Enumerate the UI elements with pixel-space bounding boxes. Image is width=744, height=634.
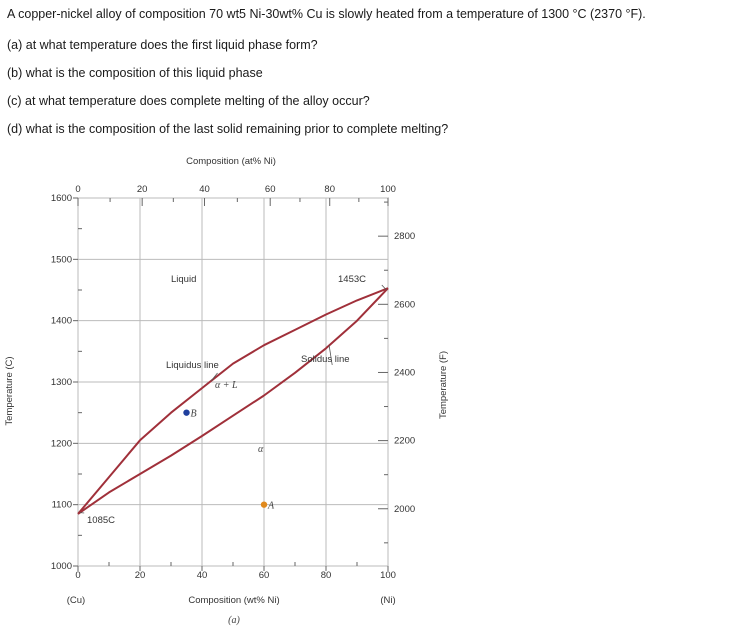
y-axis-title-left: Temperature (C)	[4, 356, 15, 425]
top-tick-label: 40	[199, 184, 210, 195]
liquidus-curve	[77, 287, 389, 515]
top-tick-label: 100	[380, 184, 396, 195]
tick-layer: 0 20 40 60 80 1001000110012001300140015001600…	[51, 184, 415, 581]
y-tick-label: 1100	[52, 500, 72, 511]
top-tick-label: 60	[265, 184, 276, 195]
cu-melting-point-label: 1085C	[87, 515, 115, 526]
top-tick-label: 20	[137, 184, 148, 195]
question-d: (d) what is the composition of the last …	[7, 122, 449, 136]
ni-melting-point-label: 1453C	[338, 274, 366, 285]
y-tick-label: 1200	[51, 438, 72, 449]
solidus-curve	[77, 287, 389, 515]
x-right-end-label: (Ni)	[380, 595, 395, 606]
alpha-region-label: α	[258, 444, 264, 455]
point-layer: BA	[183, 409, 275, 512]
right-tick-label: 2200	[394, 436, 415, 447]
y-tick-label: 1400	[51, 316, 72, 327]
label-layer: Composition (at% Ni) Composition (wt% Ni…	[4, 156, 449, 626]
point-a-marker	[260, 501, 268, 508]
right-tick-label: 2600	[394, 299, 415, 310]
solidus-line-label: Solidus line	[301, 354, 350, 365]
region-label-liquid: Liquid	[171, 274, 196, 285]
liquidus-line-label: Liquidus line	[166, 360, 219, 371]
x-tick-label: 20	[135, 570, 146, 581]
x-tick-label: 80	[321, 570, 332, 581]
top-tick-label: 0	[75, 184, 80, 195]
two-phase-region-label: α + L	[215, 380, 238, 391]
question-a: (a) at what temperature does the first l…	[7, 38, 318, 52]
question-intro: A copper-nickel alloy of composition 70 …	[7, 7, 646, 21]
point-b-marker	[183, 409, 190, 416]
y-tick-label: 1500	[51, 254, 72, 265]
question-b: (b) what is the composition of this liqu…	[7, 66, 263, 80]
x-tick-label: 100	[380, 570, 396, 581]
x-tick-label: 60	[259, 570, 270, 581]
top-axis-title: Composition (at% Ni)	[186, 156, 276, 167]
x-axis-title: Composition (wt% Ni)	[188, 595, 279, 606]
y-tick-label: 1600	[51, 193, 72, 204]
right-tick-label: 2800	[394, 231, 415, 242]
y-tick-label: 1300	[51, 377, 72, 388]
point-b-label: B	[191, 409, 197, 420]
x-tick-label: 0	[75, 570, 80, 581]
curve-layer	[77, 284, 389, 515]
x-tick-label: 40	[197, 570, 208, 581]
solidus-leader	[328, 345, 333, 366]
question-c: (c) at what temperature does complete me…	[7, 94, 370, 108]
liquidus-leader	[210, 372, 218, 382]
point-a-label: A	[267, 501, 275, 512]
y-axis-title-right: Temperature (F)	[438, 351, 449, 419]
y-tick-label: 1000	[51, 561, 72, 572]
top-tick-label: 80	[324, 184, 335, 195]
figure-caption: (a)	[228, 615, 240, 626]
x-left-end-label: (Cu)	[67, 595, 85, 606]
right-tick-label: 2400	[394, 367, 415, 378]
right-tick-label: 2000	[394, 504, 415, 515]
ni-melt-leader	[381, 284, 387, 291]
